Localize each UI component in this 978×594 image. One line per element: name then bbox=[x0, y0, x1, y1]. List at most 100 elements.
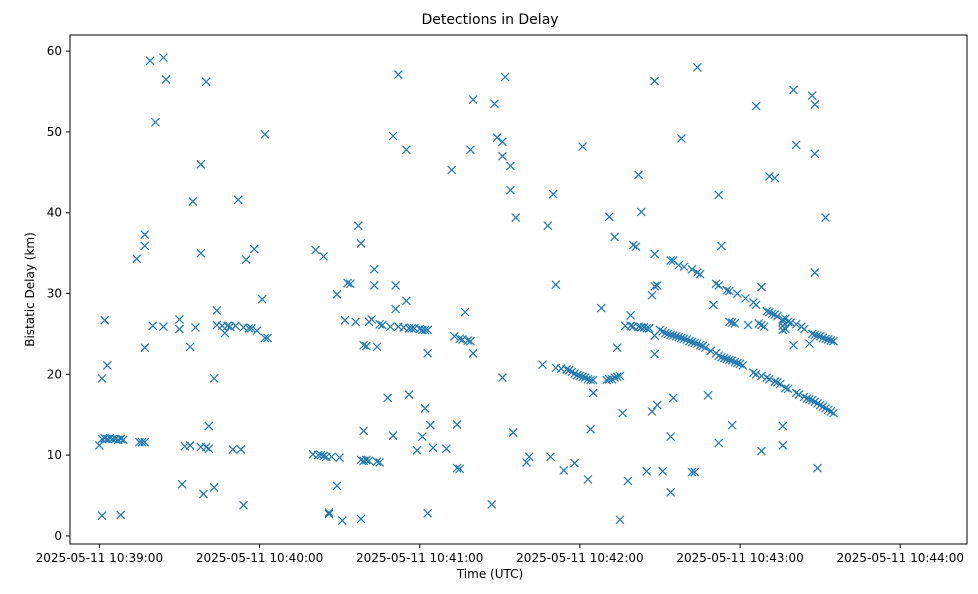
x-tick-label: 2025-05-11 10:39:00 bbox=[36, 551, 163, 565]
data-point bbox=[815, 331, 825, 341]
data-point bbox=[711, 279, 721, 289]
data-point bbox=[799, 392, 809, 402]
data-point bbox=[695, 269, 705, 279]
data-point bbox=[353, 221, 363, 231]
data-point bbox=[823, 335, 833, 345]
data-point bbox=[140, 230, 150, 239]
data-point bbox=[319, 451, 329, 461]
data-point bbox=[185, 441, 195, 450]
markers-layer bbox=[94, 53, 838, 525]
data-point bbox=[791, 388, 801, 398]
data-point bbox=[626, 310, 636, 320]
data-point bbox=[209, 483, 219, 492]
data-point bbox=[810, 397, 820, 407]
data-point bbox=[703, 390, 713, 400]
data-point bbox=[506, 185, 515, 195]
data-point bbox=[161, 75, 171, 84]
data-point bbox=[372, 457, 382, 467]
data-point bbox=[452, 420, 462, 429]
data-point bbox=[714, 281, 724, 290]
data-point bbox=[783, 384, 793, 394]
data-point bbox=[151, 117, 160, 127]
data-point bbox=[757, 320, 766, 330]
data-point bbox=[231, 321, 240, 331]
data-point bbox=[727, 318, 737, 328]
data-point bbox=[770, 310, 780, 319]
data-point bbox=[642, 323, 652, 333]
data-point bbox=[634, 170, 644, 180]
data-point bbox=[351, 317, 361, 327]
data-point bbox=[732, 289, 742, 298]
data-point bbox=[692, 339, 702, 349]
plot-frame bbox=[69, 34, 968, 545]
data-point bbox=[612, 372, 622, 382]
data-point bbox=[447, 165, 457, 175]
data-point bbox=[652, 281, 662, 290]
data-point bbox=[743, 320, 753, 330]
data-point bbox=[332, 481, 342, 491]
data-point bbox=[249, 244, 259, 254]
data-point bbox=[829, 336, 838, 346]
data-point bbox=[548, 189, 558, 199]
data-point bbox=[687, 264, 697, 274]
data-point bbox=[666, 487, 676, 497]
data-point bbox=[821, 213, 830, 223]
data-point bbox=[781, 324, 790, 334]
y-tick-label: 10 bbox=[47, 448, 62, 462]
data-point bbox=[159, 53, 168, 63]
data-point bbox=[340, 315, 350, 325]
data-point bbox=[324, 509, 334, 519]
data-point bbox=[671, 331, 681, 341]
data-point bbox=[647, 407, 657, 416]
data-point bbox=[692, 268, 702, 277]
y-axis-title: Bistatic Delay (km) bbox=[23, 232, 37, 347]
chart-title: Detections in Delay bbox=[421, 12, 558, 28]
x-tick-label: 2025-05-11 10:42:00 bbox=[516, 551, 643, 565]
data-point bbox=[466, 145, 475, 155]
data-point bbox=[588, 388, 598, 398]
data-point bbox=[810, 330, 820, 340]
data-point bbox=[487, 499, 497, 509]
data-point bbox=[441, 444, 451, 454]
data-point bbox=[564, 365, 574, 375]
data-point bbox=[137, 437, 147, 447]
y-axis: 0 10 20 30 40 50 60 bbox=[47, 44, 70, 543]
data-point bbox=[757, 371, 766, 381]
data-point bbox=[810, 149, 820, 159]
data-point bbox=[732, 358, 742, 368]
data-point bbox=[821, 403, 830, 413]
data-point bbox=[118, 435, 128, 445]
data-point bbox=[610, 232, 620, 242]
data-point bbox=[196, 248, 206, 258]
data-point bbox=[324, 508, 334, 517]
data-point bbox=[813, 398, 822, 408]
data-point bbox=[367, 314, 377, 324]
data-point bbox=[252, 326, 262, 336]
data-point bbox=[145, 56, 155, 66]
data-point bbox=[455, 464, 465, 474]
data-point bbox=[220, 328, 230, 338]
data-point bbox=[546, 452, 555, 462]
data-point bbox=[359, 340, 369, 350]
data-point bbox=[388, 131, 398, 141]
data-point bbox=[511, 213, 521, 223]
data-point bbox=[722, 285, 732, 295]
data-point bbox=[388, 431, 398, 441]
data-point bbox=[567, 367, 577, 377]
data-point bbox=[724, 355, 734, 365]
data-point bbox=[94, 441, 104, 450]
data-point bbox=[140, 437, 150, 447]
data-point bbox=[668, 393, 678, 403]
data-point bbox=[666, 432, 676, 441]
data-point bbox=[575, 371, 585, 381]
data-point bbox=[524, 452, 534, 462]
data-point bbox=[500, 72, 510, 82]
data-point bbox=[116, 434, 126, 444]
data-point bbox=[492, 133, 502, 143]
data-point bbox=[522, 457, 531, 467]
data-point bbox=[695, 340, 705, 350]
data-point bbox=[642, 466, 652, 476]
data-point bbox=[791, 319, 801, 329]
data-point bbox=[159, 322, 168, 332]
data-point bbox=[450, 331, 459, 341]
